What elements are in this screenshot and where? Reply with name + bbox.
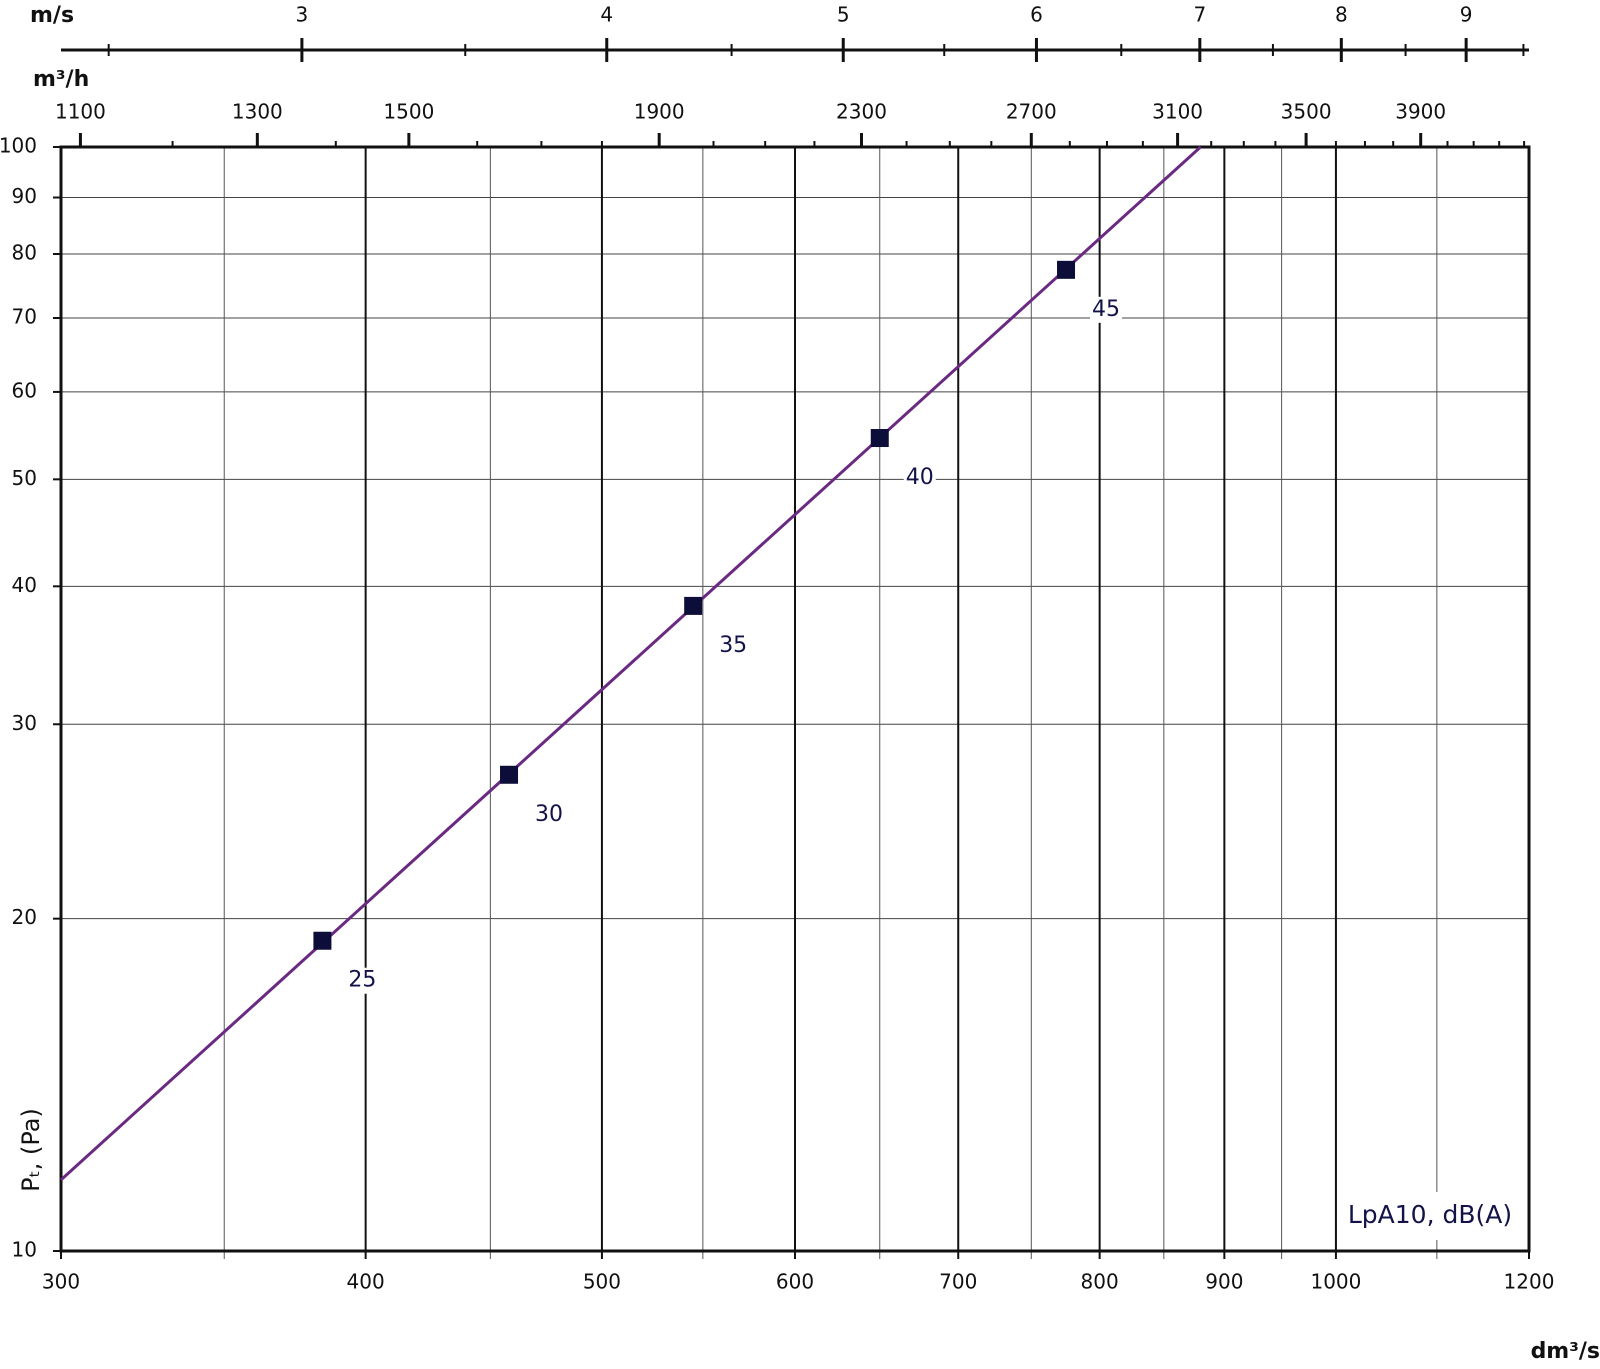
x-tick-label: 1000 <box>1310 1270 1361 1294</box>
label-bg <box>533 801 566 828</box>
y-tick-label: 30 <box>12 711 37 735</box>
top-tick-label: 4 <box>600 3 613 27</box>
label-bg <box>903 465 936 492</box>
data-point <box>870 429 889 448</box>
top-axis-label: m/s <box>30 3 74 28</box>
top-tick-label: 6 <box>1030 3 1043 27</box>
top-tick-label: 3 <box>296 3 309 27</box>
point-label: 25 <box>348 968 376 993</box>
top-tick-label: 8 <box>1335 3 1348 27</box>
top-tick-label: 1300 <box>232 100 283 124</box>
y-tick-label: 20 <box>12 905 37 929</box>
x-tick-label: 900 <box>1205 1270 1243 1294</box>
top-tick-label: 7 <box>1193 3 1206 27</box>
data-point <box>500 765 519 784</box>
point-label: 45 <box>1092 297 1120 322</box>
data-point <box>313 931 332 950</box>
label-bg <box>717 632 750 659</box>
x-tick-label: 400 <box>347 1270 385 1294</box>
x-axis-label: dm³/s <box>1531 1339 1600 1364</box>
y-tick-label: 50 <box>12 466 37 490</box>
point-label: 35 <box>719 633 747 658</box>
legend-text: LpA10, dB(A) <box>1348 1200 1512 1229</box>
y-tick-label: 60 <box>12 378 37 402</box>
point-label: 40 <box>906 465 934 490</box>
point-label: 30 <box>535 802 563 827</box>
top-tick-label: 5 <box>837 3 850 27</box>
y-tick-label: 100 <box>0 134 37 158</box>
x-tick-label: 600 <box>776 1270 814 1294</box>
x-tick-label: 300 <box>42 1270 80 1294</box>
plot-frame <box>59 145 1531 1253</box>
top-tick-label: 9 <box>1460 3 1473 27</box>
top-tick-label: 2700 <box>1006 100 1057 124</box>
top-tick-label: 2300 <box>836 100 887 124</box>
top-tick-label: 3900 <box>1395 100 1446 124</box>
x-tick-label: 700 <box>939 1270 977 1294</box>
label-bg <box>1090 296 1123 323</box>
y-tick-label: 10 <box>12 1238 37 1262</box>
x-tick-label: 800 <box>1081 1270 1119 1294</box>
data-line <box>59 145 1202 1181</box>
legend-box <box>1339 1192 1521 1240</box>
x-tick-label: 1200 <box>1504 1270 1555 1294</box>
y-tick-label: 90 <box>12 184 37 208</box>
data-point <box>1057 260 1076 279</box>
top-axis-label: m³/h <box>33 67 89 92</box>
top-tick-label: 1500 <box>383 100 434 124</box>
x-tick-label: 500 <box>583 1270 621 1294</box>
data-point <box>684 596 703 615</box>
top-tick-label: 1900 <box>634 100 685 124</box>
top-tick-label: 1100 <box>55 100 106 124</box>
y-tick-label: 40 <box>12 573 37 597</box>
label-bg <box>346 967 379 994</box>
y-tick-label: 70 <box>12 305 37 329</box>
top-tick-label: 3500 <box>1281 100 1332 124</box>
y-axis-label: Pₜ, (Pa) <box>17 1108 45 1192</box>
top-tick-label: 3100 <box>1152 100 1203 124</box>
y-tick-label: 80 <box>12 240 37 264</box>
